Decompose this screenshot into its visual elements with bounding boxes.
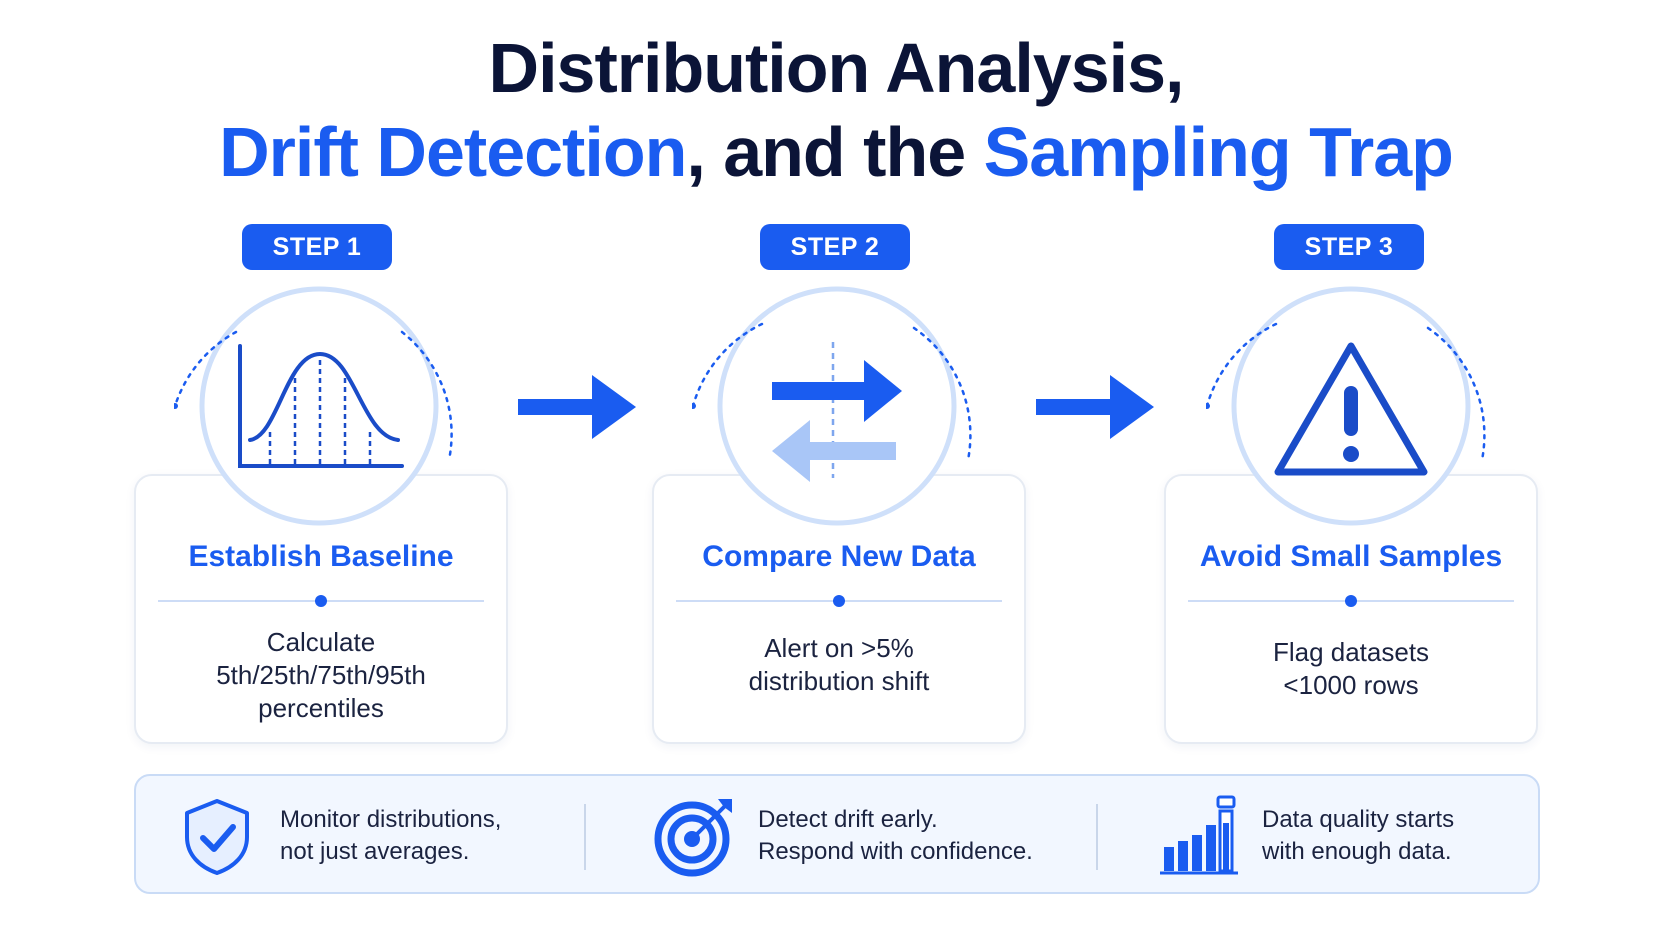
desc-line: Calculate — [266, 627, 376, 657]
title-highlight-sampling: Sampling Trap — [983, 113, 1454, 191]
step-icon-circle-3 — [1206, 278, 1496, 548]
arrow-right-icon — [1036, 375, 1154, 439]
step-icon-circle-1 — [174, 278, 464, 548]
summary-separator — [1096, 804, 1098, 870]
step-description: Calculate 5th/25th/75th/95th percentiles — [156, 626, 486, 725]
arrow-right-icon — [518, 375, 636, 439]
step-title: Establish Baseline — [188, 540, 454, 573]
summary-panel: Monitor distributions, not just averages… — [134, 774, 1540, 894]
summary-item-detect: Detect drift early. Respond with confide… — [650, 776, 1033, 896]
summary-item-monitor: Monitor distributions, not just averages… — [172, 776, 501, 896]
bar-chart-icon — [1160, 795, 1238, 875]
desc-line: percentiles — [258, 693, 384, 723]
desc-line: 5th/25th/75th/95th — [216, 660, 426, 690]
step-card-2: Compare New Data Alert on >5% distributi… — [652, 474, 1026, 744]
summary-line: Detect drift early. — [758, 806, 938, 833]
compare-arrows-icon — [772, 342, 902, 482]
summary-separator — [584, 804, 586, 870]
title-highlight-drift: Drift Detection — [219, 113, 687, 191]
page-title-line2: Drift Detection, and the Sampling Trap — [0, 112, 1672, 192]
step-icon-circle-2 — [692, 278, 982, 548]
target-icon — [654, 799, 732, 877]
step-title: Compare New Data — [702, 540, 976, 573]
step-description: Alert on >5% distribution shift — [674, 632, 1004, 698]
desc-line: Flag datasets — [1272, 637, 1430, 667]
card-divider-dot — [1345, 595, 1357, 607]
summary-line: Data quality starts — [1262, 806, 1455, 833]
summary-line: with enough data. — [1262, 838, 1452, 865]
summary-text: Data quality starts with enough data. — [1262, 804, 1454, 868]
summary-line: Monitor distributions, — [280, 806, 502, 833]
summary-line: Respond with confidence. — [758, 838, 1033, 865]
step-badge-1: STEP 1 — [242, 224, 392, 270]
shield-check-icon — [185, 799, 249, 875]
desc-line: <1000 rows — [1283, 670, 1419, 700]
page-title-line1: Distribution Analysis, — [488, 29, 1185, 107]
desc-line: distribution shift — [748, 666, 930, 696]
step-badge-2: STEP 2 — [760, 224, 910, 270]
card-divider-dot — [833, 595, 845, 607]
summary-text: Monitor distributions, not just averages… — [280, 804, 501, 868]
bell-curve-icon — [238, 344, 404, 468]
step-badge-3: STEP 3 — [1274, 224, 1424, 270]
desc-line: Alert on >5% — [764, 633, 914, 663]
card-divider-dot — [315, 595, 327, 607]
title-connector: , and the — [686, 113, 984, 191]
summary-text: Detect drift early. Respond with confide… — [758, 804, 1033, 868]
warning-triangle-icon — [1274, 342, 1428, 476]
summary-line: not just averages. — [280, 838, 470, 865]
step-description: Flag datasets <1000 rows — [1186, 636, 1516, 702]
summary-item-quality: Data quality starts with enough data. — [1154, 776, 1454, 896]
step-title: Avoid Small Samples — [1199, 540, 1503, 573]
